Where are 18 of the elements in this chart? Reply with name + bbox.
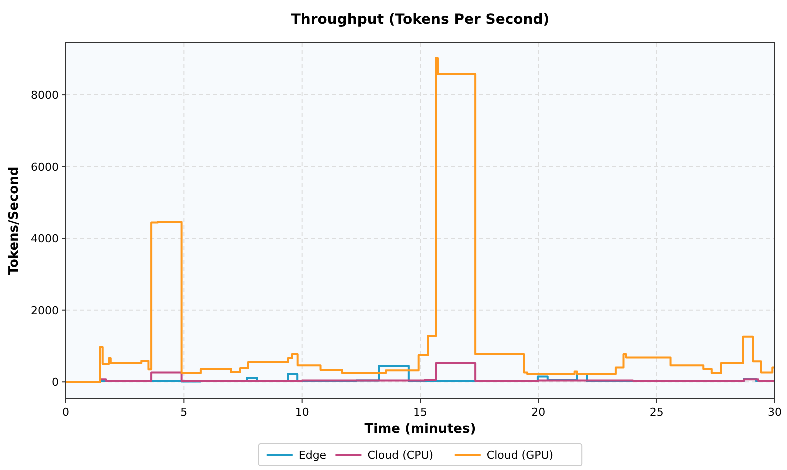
legend-label: Cloud (GPU) (486, 449, 554, 462)
y-tick-label: 0 (52, 376, 59, 390)
y-axis-title: Tokens/Second (7, 166, 22, 276)
y-tick-label: 8000 (31, 89, 59, 102)
legend-label: Edge (298, 449, 327, 462)
x-tick-label: 30 (768, 406, 782, 419)
x-axis-title: Time (minutes) (364, 422, 476, 437)
x-tick-label: 5 (180, 406, 188, 419)
y-tick-label: 4000 (31, 232, 59, 246)
y-tick-label: 2000 (31, 304, 59, 318)
legend-label: Cloud (CPU) (368, 449, 434, 462)
y-tick-label: 6000 (31, 160, 59, 174)
x-tick-label: 25 (650, 406, 664, 419)
x-tick-label: 15 (414, 406, 428, 419)
x-tick-label: 0 (62, 406, 70, 419)
x-tick-label: 20 (532, 406, 546, 419)
chart-title: Throughput (Tokens Per Second) (291, 12, 550, 28)
x-tick-label: 10 (295, 406, 310, 419)
